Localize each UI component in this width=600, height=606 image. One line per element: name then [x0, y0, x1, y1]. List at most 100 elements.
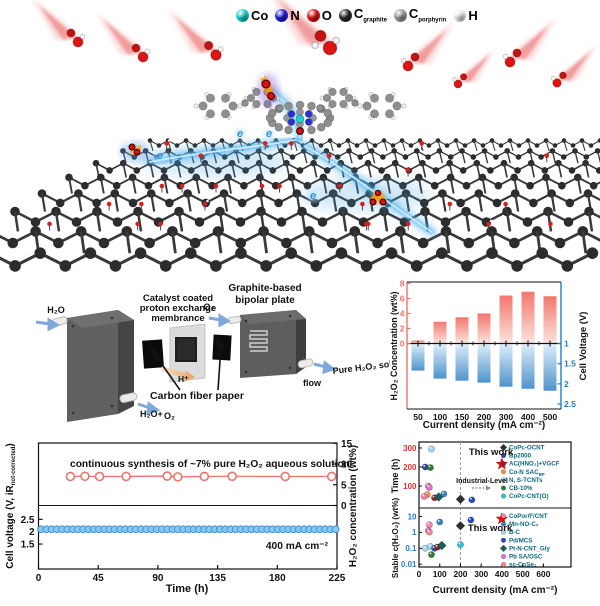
legend-item-label: CoPc-OCNT: [509, 445, 545, 452]
comp-bottom-tick-label: 0.1: [405, 544, 417, 553]
serpentine-channel: [249, 330, 268, 352]
end-plate-block: [51, 310, 138, 422]
perf-x-tick-label: 300: [499, 412, 514, 422]
comparison-chart: 0 100 200 300 400 500 600 100 200 300 0.01 0.1 1 10 Co…: [390, 441, 572, 596]
water-comet: [502, 18, 556, 68]
comp-x-tick-label: 300: [474, 569, 488, 579]
voltage-bar: [521, 344, 535, 389]
atom-legend-item: N: [275, 7, 300, 23]
plate-label-line1: Graphite-based: [228, 283, 301, 294]
atom-legend-item: O: [306, 8, 332, 22]
atom-color-legend: Co N O Cgraphite Cporphyrin H: [236, 4, 598, 26]
atom-symbol: H: [468, 7, 478, 23]
legend-item-label: Pd/MCS: [509, 537, 532, 544]
stability-xlabel: Time (h): [166, 583, 209, 595]
water-comet: [550, 45, 597, 88]
hero-panel: e e e e Co N O Cgraphite Cporphyrin H: [0, 0, 600, 278]
concentration-bar: [521, 291, 535, 344]
stab-x-tick-label: 0: [36, 573, 42, 584]
comp-top-tick-label: 100: [403, 482, 417, 491]
proton-flow-arrow: [161, 366, 195, 382]
voltage-bar: [499, 344, 513, 387]
catalyst-point: [428, 551, 435, 559]
atom-symbol: N: [290, 7, 300, 23]
pem-label-line1: Catalyst coated: [143, 293, 213, 304]
stability-ylabel-left: Cell voltage (V, iRnot-corrected): [5, 443, 17, 569]
atom-symbol: Co: [251, 7, 269, 23]
atom-sphere-icon: [453, 8, 467, 22]
legend-marker-icon: [500, 485, 507, 491]
perf-x-tick-label: 200: [477, 412, 492, 422]
stab-left-tick-label: 1.5: [21, 540, 35, 551]
this-work-label-top: This work: [469, 447, 514, 458]
legend-marker-icon: [500, 469, 507, 475]
perf-ylabel-right: Cell Voltage (V): [578, 312, 589, 381]
perf-left-tick-label: 6: [400, 294, 405, 304]
atom-legend-item: H: [453, 7, 478, 23]
catalyst-point: [433, 492, 444, 502]
stab-left-tick-label: 2.5: [21, 515, 35, 526]
legend-marker-icon: [500, 562, 507, 568]
perf-ylabel-left: H₂O₂ Concentration (wt%): [390, 291, 399, 400]
atom-legend-item: Cporphyrin: [393, 7, 446, 23]
o2-label: O₂: [204, 302, 215, 312]
stab-right-tick-label: 15: [341, 439, 353, 450]
stab-x-tick-label: 135: [209, 573, 226, 584]
catalyst-point: [425, 484, 433, 491]
catalyst-point: [437, 540, 447, 551]
perf-x-tick-label: 400: [521, 412, 536, 422]
catalyst-point: [455, 494, 466, 505]
proton-label: H⁺: [178, 374, 189, 384]
comp-x-tick-label: 400: [495, 569, 509, 579]
water-comet: [33, 0, 86, 48]
legend-item-label: CoPor/F/CNT: [509, 513, 548, 520]
industrial-arrow-icon: [486, 485, 491, 491]
electrolyzer-schematic: H₂O Catalyst coated proton exchange memb…: [35, 283, 414, 422]
perf-right-tick-label: 1: [564, 339, 569, 349]
comparison-chart-panel: 0 100 200 300 400 500 600 100 200 300 0.01 0.1 1 10 Co…: [390, 430, 600, 606]
atom-sphere-icon: [338, 8, 352, 22]
stab-right-tick-label: 5: [341, 480, 347, 491]
perf-right-tick-label: 2: [564, 379, 569, 389]
stab-x-tick-label: 180: [269, 573, 286, 584]
stability-annotation: continuous synthesis of ~7% pure H₂O₂ aq…: [70, 459, 350, 470]
h2o2-concentration-point: [162, 471, 172, 481]
perf-left-tick-label: 4: [400, 309, 405, 319]
adsorbed-oxygen-species: [47, 139, 553, 231]
electron-label: e: [157, 150, 163, 162]
catalyst-point: [420, 493, 428, 500]
atom-legend-item: Co: [236, 7, 269, 23]
h2o2-concentration-point: [326, 471, 337, 482]
h2o2-concentration-point: [65, 471, 76, 482]
legend-marker-icon: [500, 453, 507, 459]
legend-item-label: CoPc-CNT(O): [509, 493, 549, 500]
legend-marker-icon: [499, 443, 508, 452]
comp-x-tick-label: 100: [433, 569, 447, 579]
water-molecule-comets: [33, 0, 597, 89]
plate-label-line2: bipolar plate: [235, 295, 295, 306]
stab-x-tick-label: 45: [93, 573, 105, 584]
catalyst-point: [425, 528, 433, 536]
outlet-port: [119, 392, 138, 403]
legend-item-label: B-C: [509, 529, 521, 536]
stab-right-tick-label: 0: [341, 501, 347, 512]
legend-item-label: Mn-NO-C₂: [509, 521, 539, 528]
perf-x-tick-label: 500: [543, 412, 558, 422]
catalyst-point: [428, 445, 435, 453]
device-panel: H₂O Catalyst coated proton exchange memb…: [0, 278, 414, 430]
atom-symbol: Cgraphite: [353, 5, 387, 24]
atom-sphere-icon: [306, 8, 320, 22]
legend-marker-icon: [500, 477, 507, 483]
stability-ylabel-right: H₂O₂ concentration (wt%): [348, 445, 359, 567]
legend-item-label: Bp2000: [509, 453, 532, 460]
h2o-inlet-label: H₂O: [47, 305, 65, 315]
atom-sphere-icon: [393, 8, 407, 22]
outlet-label-line1: Pure H₂O₂ solution: [332, 356, 390, 376]
concentration-bar: [543, 296, 557, 344]
concentration-bar: [499, 295, 513, 344]
annotation-arrows: [150, 337, 227, 391]
cell-voltage-point: [331, 525, 340, 534]
legend-marker-icon: [500, 513, 507, 519]
h2o2-concentration-point: [280, 471, 291, 482]
